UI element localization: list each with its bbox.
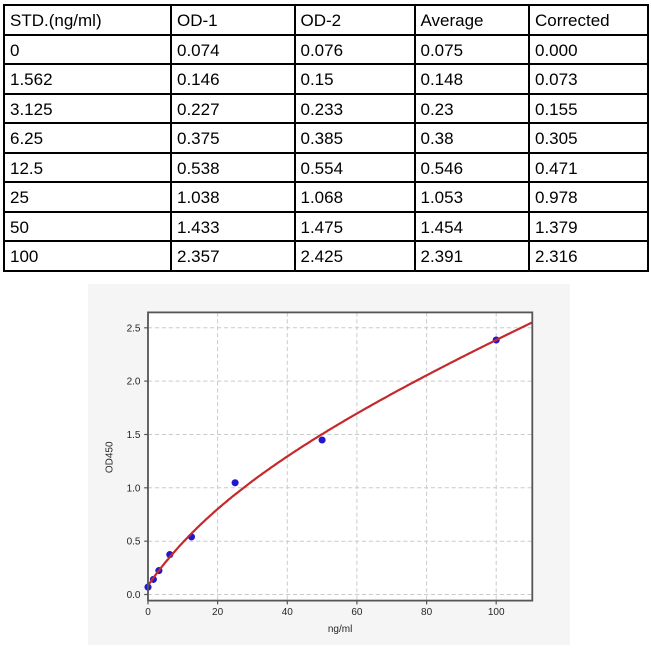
svg-text:1.0: 1.0	[127, 483, 141, 494]
svg-text:OD450: OD450	[105, 441, 116, 473]
svg-text:ng/ml: ng/ml	[328, 624, 352, 635]
svg-text:80: 80	[421, 607, 433, 618]
svg-text:0.0: 0.0	[127, 590, 141, 601]
svg-text:100: 100	[488, 607, 505, 618]
svg-text:0: 0	[145, 607, 151, 618]
svg-text:0.5: 0.5	[127, 537, 141, 548]
svg-text:1.5: 1.5	[127, 430, 141, 441]
svg-text:20: 20	[212, 607, 224, 618]
svg-text:2.0: 2.0	[127, 377, 141, 388]
svg-text:40: 40	[282, 607, 294, 618]
svg-text:2.5: 2.5	[127, 323, 141, 334]
svg-text:60: 60	[351, 607, 363, 618]
